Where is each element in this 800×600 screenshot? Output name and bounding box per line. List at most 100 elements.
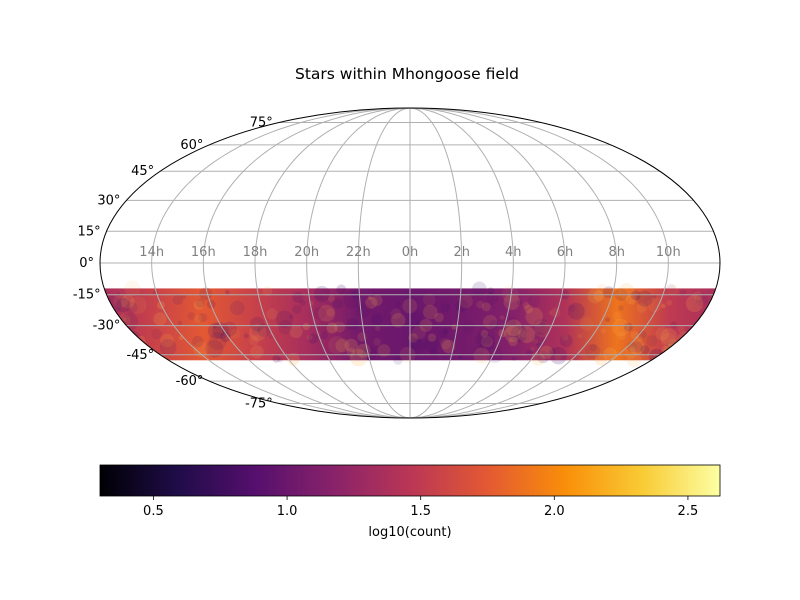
ra-tick-label: 20h xyxy=(294,245,319,260)
band-texture-blob xyxy=(666,283,676,294)
band-texture-blob xyxy=(522,301,530,310)
ra-tick-label: 6h xyxy=(557,245,574,260)
band-texture-blob xyxy=(567,302,585,320)
band-texture-blob xyxy=(636,302,647,313)
band-texture-blob xyxy=(652,294,657,299)
band-texture-blob xyxy=(645,335,658,347)
band-texture-blob xyxy=(704,311,720,329)
band-texture-blob xyxy=(332,298,343,309)
band-texture-blob xyxy=(181,294,187,300)
band-texture-blob xyxy=(306,334,313,341)
band-texture-blob xyxy=(344,338,358,352)
band-texture-blob xyxy=(579,317,594,331)
band-texture-blob xyxy=(695,293,709,306)
ra-tick-label: 2h xyxy=(453,245,470,260)
band-texture-blob xyxy=(534,320,551,338)
band-texture-blob xyxy=(193,300,204,310)
band-texture-blob xyxy=(289,314,294,319)
band-texture-blob xyxy=(407,310,424,328)
band-texture-blob xyxy=(113,345,122,353)
band-texture-blob xyxy=(487,287,495,295)
ra-tick-label: 10h xyxy=(656,245,681,260)
colorbar-tick-label: 2.0 xyxy=(544,504,565,519)
band-texture-blob xyxy=(160,333,174,348)
band-texture-blob xyxy=(113,293,128,309)
band-texture-blob xyxy=(308,333,319,344)
band-texture-blob xyxy=(678,326,686,333)
band-texture-blob xyxy=(406,335,422,351)
dec-tick-label: 30° xyxy=(97,193,120,208)
band-texture-blob xyxy=(626,341,637,353)
band-texture-blob xyxy=(505,319,522,337)
band-texture-blob xyxy=(539,345,554,360)
projection-outline xyxy=(99,107,721,419)
band-texture-blob xyxy=(193,341,209,357)
band-texture-blob xyxy=(390,308,402,320)
band-texture-blob xyxy=(172,294,184,305)
band-texture-blob xyxy=(194,314,203,323)
colorbar-tick-label: 2.5 xyxy=(678,504,699,519)
band-texture-blob xyxy=(313,285,330,303)
band-texture-blob xyxy=(510,325,528,343)
band-texture-blob xyxy=(299,299,306,306)
band-texture-blob xyxy=(315,292,323,301)
band-texture-blob xyxy=(703,317,716,329)
band-texture-blob xyxy=(623,322,633,332)
band-texture-blob xyxy=(440,303,450,313)
band-texture-blob xyxy=(517,300,522,306)
band-texture-blob xyxy=(527,294,541,308)
band-texture-blob xyxy=(374,325,381,331)
band-texture-blob xyxy=(268,335,273,339)
band-texture-blob xyxy=(458,354,463,359)
ra-tick-label: 8h xyxy=(608,245,625,260)
colorbar-swatch xyxy=(99,464,721,497)
band-texture-blob xyxy=(368,295,373,300)
band-texture-blob xyxy=(212,322,229,339)
band-texture-blob xyxy=(335,338,350,353)
band-texture-blob xyxy=(317,321,330,333)
colorbar-tick-label: 1.5 xyxy=(410,504,431,519)
band-texture-blob xyxy=(637,330,647,340)
band-texture-blob xyxy=(630,341,643,353)
band-texture-blob xyxy=(479,334,496,351)
band-texture-blob xyxy=(625,294,636,305)
band-texture-blob xyxy=(187,312,196,320)
band-texture-blob xyxy=(524,304,533,314)
dec-tick-label: 0° xyxy=(79,256,94,271)
band-texture-blob xyxy=(501,285,519,303)
band-texture-blob xyxy=(661,303,666,309)
band-texture-blob xyxy=(108,336,123,351)
ra-tick-label: 14h xyxy=(139,245,164,260)
band-texture-blob xyxy=(499,315,505,320)
band-texture-blob xyxy=(685,294,704,313)
band-texture-blob xyxy=(243,333,249,339)
band-texture-blob xyxy=(336,284,347,295)
band-texture-blob xyxy=(408,333,418,343)
band-texture-blob xyxy=(655,327,670,341)
band-texture-blob xyxy=(629,299,636,306)
band-texture-blob xyxy=(504,325,521,343)
band-texture-blob xyxy=(122,317,127,322)
band-texture-blob xyxy=(126,301,138,314)
band-texture-blob xyxy=(192,335,204,348)
band-texture-blob xyxy=(532,338,539,344)
band-texture-blob xyxy=(480,330,489,338)
band-texture-blob xyxy=(525,307,543,326)
band-texture-blob xyxy=(593,290,605,302)
band-texture-blob xyxy=(249,335,259,346)
band-texture-blob xyxy=(277,357,283,363)
band-texture-blob xyxy=(532,331,546,346)
band-texture-blob xyxy=(530,346,535,351)
band-texture-blob xyxy=(670,321,678,329)
band-texture-blob xyxy=(476,300,485,309)
band-texture-blob xyxy=(199,287,213,301)
band-texture-blob xyxy=(442,328,449,334)
dec-tick-label: -30° xyxy=(93,319,121,334)
band-texture-blob xyxy=(249,324,267,342)
band-texture-blob xyxy=(262,286,273,297)
band-texture-blob xyxy=(412,325,426,340)
band-texture-blob xyxy=(320,331,328,340)
band-texture-blob xyxy=(554,353,561,361)
band-texture-blob xyxy=(292,291,304,303)
